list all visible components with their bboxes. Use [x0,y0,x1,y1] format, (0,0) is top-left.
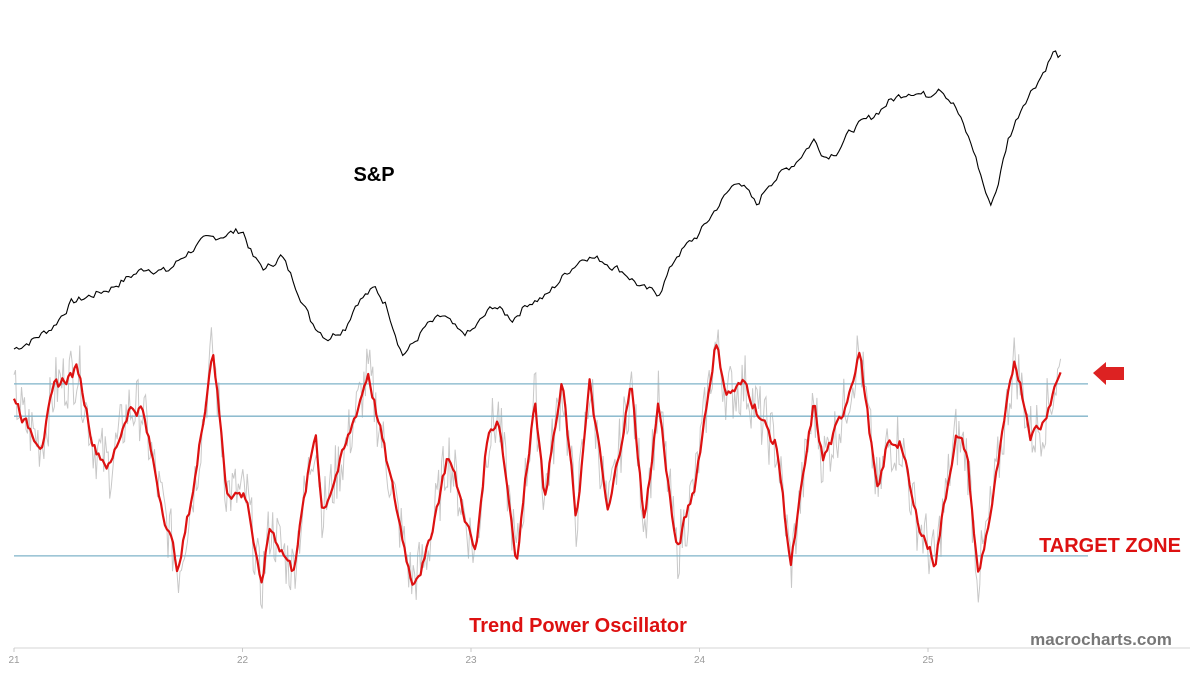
x-tick-label: 24 [694,655,706,666]
x-tick-layer: 21 22 23 24 25 [8,648,934,666]
arrow-left-icon [1093,362,1124,385]
oscillator-layer [12,344,1062,586]
x-tick-label: 22 [237,655,249,666]
target-zone-label: TARGET ZONE [1039,535,1181,557]
oscillator-raw-line [13,327,1062,609]
x-tick-label: 21 [8,655,20,666]
oscillator-series-label: Trend Power Oscillator [469,615,687,637]
sp-line [13,50,1061,357]
x-tick-label: 23 [465,655,477,666]
reference-lines-layer [14,383,1088,557]
x-tick-label: 25 [922,655,934,666]
sp-series-label: S&P [353,164,394,186]
oscillator-raw-layer [13,327,1062,609]
sp-layer [13,50,1061,357]
watermark-text: macrocharts.com [1030,630,1172,649]
oscillator-line [12,344,1062,586]
